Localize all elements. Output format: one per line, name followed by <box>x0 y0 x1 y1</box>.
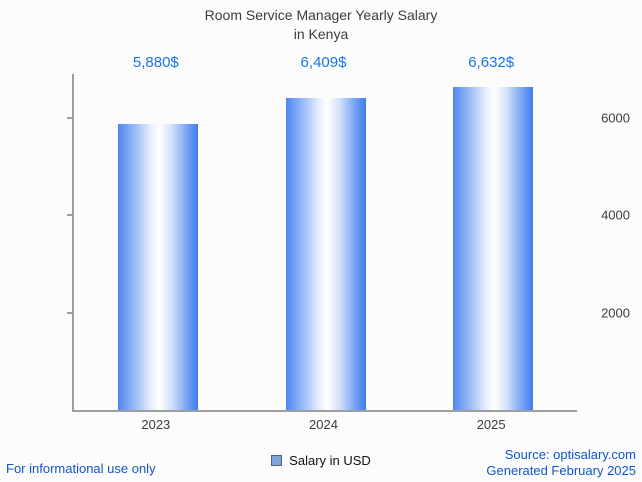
footer-generated: Generated February 2025 <box>486 463 636 479</box>
legend: Salary in USD <box>0 453 642 468</box>
legend-label: Salary in USD <box>289 453 371 468</box>
chart-title-line1: Room Service Manager Yearly Salary <box>204 7 438 23</box>
bar-2025 <box>453 87 534 410</box>
y-tick-mark-6000 <box>67 116 72 119</box>
x-axis-label-2023: 2023 <box>141 417 171 432</box>
footer-source: Source: optisalary.com <box>504 447 636 462</box>
value-label-2023: 5,880$ <box>132 54 179 71</box>
footer-source-block: Source: optisalary.com Generated Februar… <box>486 447 636 480</box>
value-label-2025: 6,632$ <box>468 54 515 71</box>
x-axis-label-2025: 2025 <box>476 417 506 432</box>
y-tick-mark-2000 <box>67 311 72 314</box>
chart-title-line2: in Kenya <box>293 25 349 42</box>
bar-2023 <box>117 124 198 410</box>
x-axis-label-2024: 2024 <box>309 417 338 432</box>
chart-title: Room Service Manager Yearly Salary in Ke… <box>0 6 642 44</box>
legend-swatch-icon <box>271 455 283 466</box>
y-tick-label-6000: 6000 <box>601 110 630 126</box>
bar-2024 <box>285 98 366 410</box>
value-label-2024: 6,409$ <box>300 54 347 71</box>
y-tick-label-2000: 2000 <box>601 305 630 321</box>
x-axis-labels: 2023 2024 2025 <box>72 417 575 437</box>
footer-disclaimer: For informational use only <box>6 461 156 476</box>
y-tick-mark-4000 <box>67 214 72 217</box>
plot-area <box>67 74 577 412</box>
value-labels: 5,880$ 6,409$ 6,632$ <box>72 54 575 74</box>
y-tick-label-4000: 4000 <box>601 207 630 223</box>
